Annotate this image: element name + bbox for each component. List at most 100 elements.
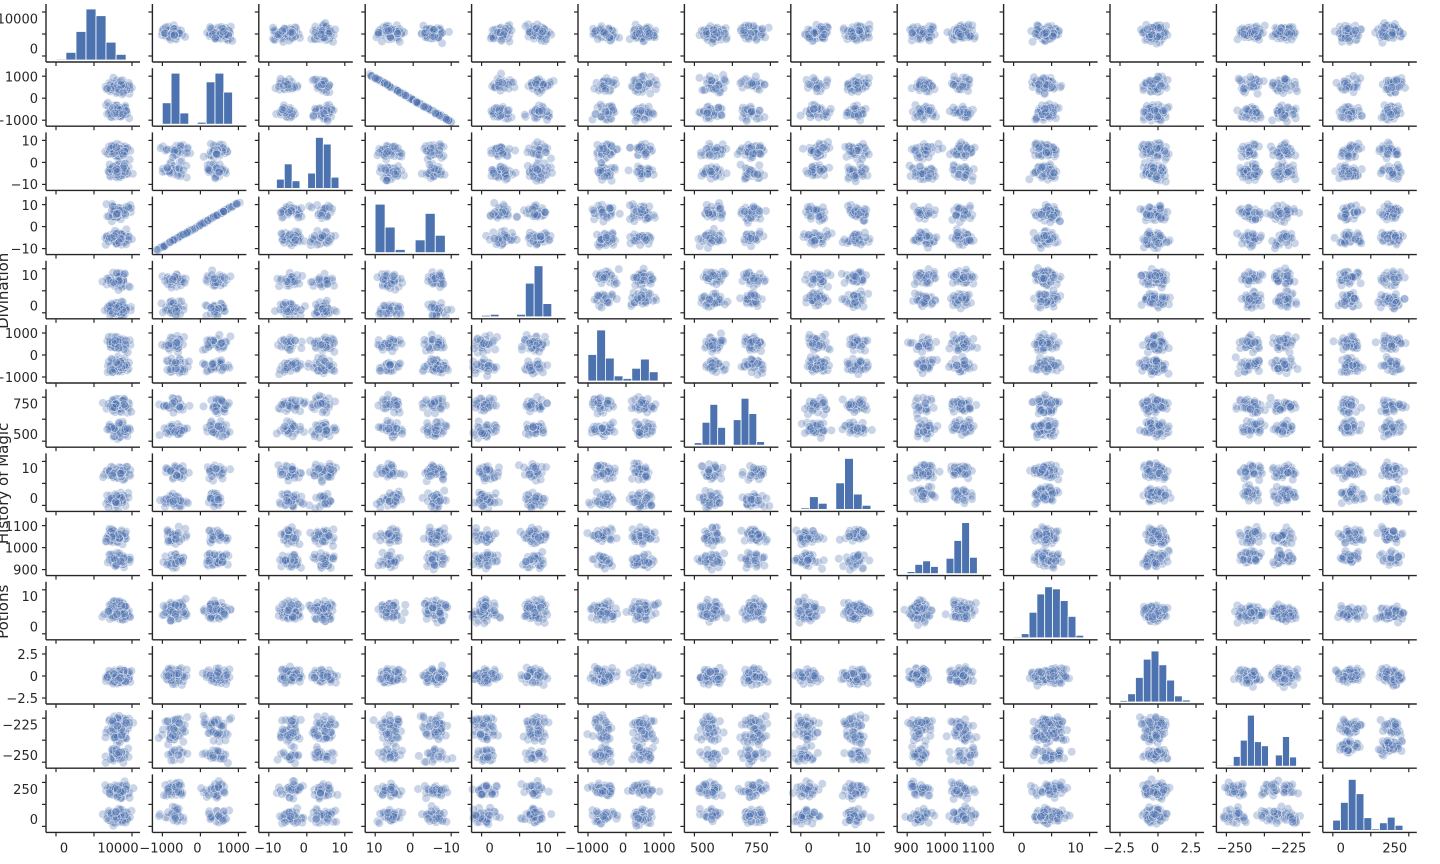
- panel-2-4: [468, 132, 566, 194]
- scatter-point: [858, 168, 866, 176]
- scatter-point: [430, 26, 438, 34]
- panel-0-1: [148, 4, 246, 66]
- scatter-point: [925, 36, 933, 44]
- histogram-bar: [292, 181, 300, 189]
- histogram-bar: [206, 82, 215, 124]
- histogram-bar: [277, 179, 285, 188]
- scatter-point: [706, 151, 714, 159]
- scatter-point: [1344, 34, 1352, 42]
- scatter-point: [309, 112, 317, 120]
- scatter-point: [963, 144, 971, 152]
- histogram-bar: [96, 16, 106, 60]
- scatter-point: [495, 78, 503, 86]
- scatter-point: [317, 30, 325, 38]
- scatter-point: [747, 107, 755, 115]
- scatter-point: [1387, 110, 1395, 118]
- scatter-point: [112, 143, 120, 151]
- scatter-point: [1252, 108, 1260, 116]
- scatter-point: [952, 150, 960, 158]
- histogram-bar: [323, 144, 331, 188]
- scatter-point: [821, 30, 829, 38]
- scatter-point: [822, 81, 830, 89]
- scatter-point: [967, 32, 975, 40]
- scatter-point: [200, 153, 208, 161]
- histogram-bar: [86, 9, 96, 60]
- scatter-point: [865, 74, 873, 82]
- panel-2-10: [1106, 132, 1204, 194]
- scatter-point: [847, 147, 855, 155]
- scatter-point: [817, 167, 825, 175]
- histogram-bar: [284, 164, 292, 189]
- scatter-point: [755, 161, 763, 169]
- scatter-point: [631, 117, 639, 125]
- scatter-point: [1276, 27, 1284, 35]
- scatter-point: [219, 28, 227, 36]
- scatter-point: [1140, 108, 1148, 116]
- panel-0-4: [468, 4, 566, 66]
- scatter-point: [1396, 28, 1404, 36]
- scatter-point: [374, 30, 382, 38]
- scatter-point: [645, 29, 653, 37]
- scatter-point: [708, 39, 716, 47]
- panel-1-1: [148, 68, 246, 130]
- pairplot-grid: 010000−100001000−10010−10010010Divinatio…: [0, 4, 1417, 856]
- panel-0-7: [787, 4, 885, 66]
- scatter-point: [963, 108, 971, 116]
- scatter-point: [1163, 76, 1171, 84]
- histogram-bar: [162, 103, 171, 124]
- scatter-point: [1246, 73, 1254, 81]
- panel-1-9: [1000, 68, 1098, 130]
- scatter-point: [538, 27, 546, 35]
- histogram-bar: [171, 73, 180, 124]
- panel-0-12: [1319, 4, 1417, 66]
- scatter-point: [548, 169, 556, 177]
- panel-0-10: [1106, 4, 1204, 66]
- scatter-point: [747, 79, 755, 87]
- scatter-point: [1380, 24, 1388, 32]
- scatter-point: [487, 149, 495, 157]
- scatter-point: [1285, 30, 1293, 38]
- panel-1-6: [680, 68, 778, 130]
- scatter-point: [318, 80, 326, 88]
- scatter-point: [809, 74, 817, 82]
- scatter-point: [717, 111, 725, 119]
- scatter-point: [542, 148, 550, 156]
- panel-0-0: [42, 4, 140, 66]
- scatter-point: [908, 28, 916, 36]
- scatter-point: [499, 149, 507, 157]
- scatter-point: [497, 70, 505, 78]
- scatter-point: [799, 145, 807, 153]
- histogram-bar: [66, 52, 76, 60]
- scatter-point: [533, 138, 541, 146]
- histogram-bar: [224, 92, 233, 124]
- scatter-point: [601, 87, 609, 95]
- scatter-point: [169, 153, 177, 161]
- scatter-point: [497, 37, 505, 45]
- scatter-point: [1251, 27, 1259, 35]
- scatter-point: [413, 99, 421, 107]
- panel-0-6: [680, 4, 778, 66]
- scatter-point: [119, 151, 127, 159]
- scatter-point: [855, 26, 863, 34]
- scatter-point: [722, 35, 730, 43]
- scatter-point: [707, 168, 715, 176]
- scatter-point: [431, 109, 439, 117]
- scatter-point: [1392, 76, 1400, 84]
- panel-0-2: [255, 4, 353, 66]
- scatter-point: [1356, 74, 1364, 82]
- panel-2-3: [361, 132, 459, 194]
- scatter-point: [382, 176, 390, 184]
- scatter-point: [926, 28, 934, 36]
- scatter-point: [805, 34, 813, 42]
- scatter-point: [1388, 29, 1396, 37]
- y-tick-label: −1000: [0, 114, 38, 129]
- scatter-point: [511, 169, 519, 177]
- scatter-point: [758, 25, 766, 33]
- histogram-bar: [116, 54, 126, 60]
- scatter-point: [605, 77, 613, 85]
- scatter-point: [822, 108, 830, 116]
- scatter-point: [703, 109, 711, 117]
- scatter-point: [310, 76, 318, 84]
- scatter-point: [501, 166, 509, 174]
- scatter-point: [1143, 25, 1151, 33]
